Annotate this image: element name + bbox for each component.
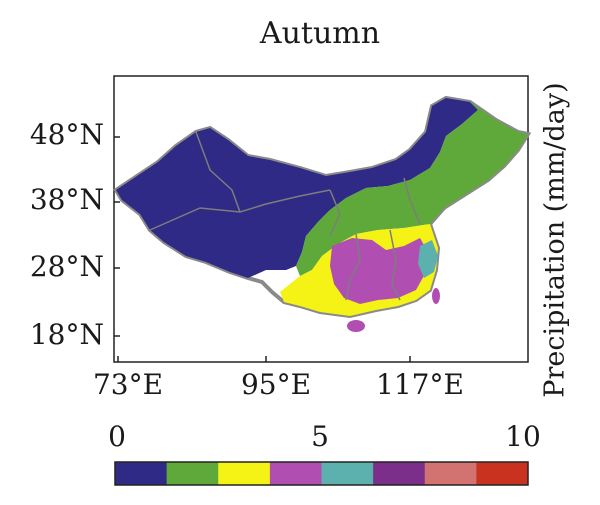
region-east-china-coast: [418, 240, 438, 278]
map-title: Autumn: [259, 16, 381, 51]
lon-label-95e: 95°E: [240, 368, 312, 401]
lat-label-28n: 28°N: [29, 250, 104, 283]
lon-label-73e: 73°E: [92, 368, 164, 401]
colorbar-segment-1: [166, 462, 219, 485]
colorbar-segment-5: [373, 462, 426, 485]
colorbar-segment-2: [218, 462, 271, 485]
colorbar: [115, 462, 529, 485]
latitude-axis: 48°N 38°N 28°N 18°N: [0, 0, 104, 400]
colorbar-tick-10: 10: [505, 420, 541, 453]
colorbar-segment-4: [321, 462, 374, 485]
region-south-china: [330, 238, 428, 304]
lon-label-117e: 117°E: [376, 368, 464, 401]
colorbar-segment-7: [476, 462, 529, 485]
region-north-china-belt: [296, 102, 528, 276]
lon-ticks: [117, 356, 411, 362]
colorbar-tick-0: 0: [108, 420, 126, 453]
colorbar-tick-5: 5: [311, 420, 329, 453]
colorbar-frame: [114, 461, 529, 486]
lat-label-38n: 38°N: [29, 183, 104, 216]
taiwan-island: [432, 288, 440, 304]
colorbar-segment-3: [269, 462, 322, 485]
lat-ticks: [114, 136, 120, 337]
province-boundaries: [149, 131, 421, 301]
region-north-west-china: [116, 98, 478, 278]
lat-label-48n: 48°N: [29, 118, 104, 151]
colorbar-segment-6: [424, 462, 477, 485]
lat-label-18n: 18°N: [29, 318, 104, 351]
colorbar-segment-0: [115, 462, 168, 485]
hainan-island: [347, 320, 365, 332]
